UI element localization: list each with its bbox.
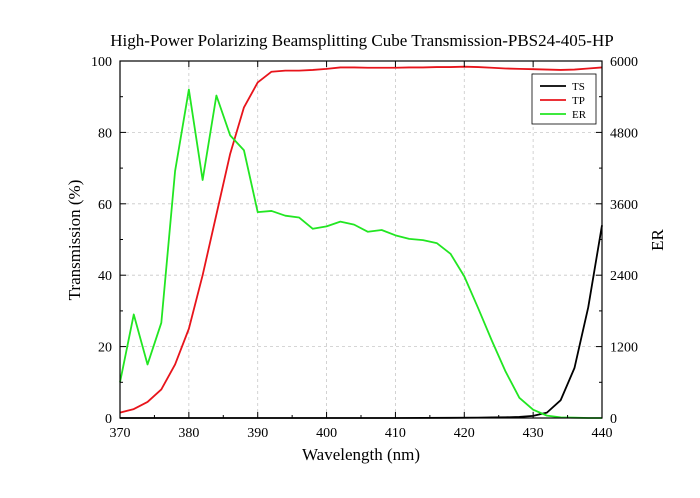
- y-tick-label: 40: [98, 269, 112, 284]
- x-tick-label: 400: [316, 426, 337, 441]
- y-tick-label: 100: [91, 55, 112, 70]
- y-axis-left: 0 20 40 60 80 100: [91, 55, 126, 427]
- legend: TS TP ER: [531, 73, 597, 125]
- x-axis-title: Wavelength (nm): [302, 445, 420, 464]
- x-tick-label: 430: [523, 426, 544, 441]
- y2-tick-label: 6000: [610, 55, 638, 70]
- x-tick-label: 440: [592, 426, 613, 441]
- chart-title: High-Power Polarizing Beamsplitting Cube…: [110, 31, 613, 50]
- legend-label-tp: TP: [572, 95, 585, 107]
- x-axis: 370 380 390 400 410 420 430 440: [110, 61, 613, 441]
- y2-axis-title: ER: [648, 228, 667, 250]
- y-tick-label: 60: [98, 198, 112, 213]
- x-tick-label: 380: [178, 426, 199, 441]
- legend-box: [531, 73, 597, 125]
- series-line-tp: [119, 65, 603, 414]
- y-tick-label: 20: [98, 341, 112, 356]
- legend-label-ts: TS: [572, 81, 585, 93]
- series-layer: [119, 65, 603, 419]
- y2-tick-label: 2400: [610, 269, 638, 284]
- x-tick-label: 390: [247, 426, 268, 441]
- series-line-ts: [120, 225, 603, 419]
- x-tick-label: 420: [454, 426, 475, 441]
- x-tick-label: 370: [110, 426, 131, 441]
- y2-tick-label: 1200: [610, 341, 638, 356]
- y2-tick-label: 0: [610, 412, 617, 427]
- grid: [120, 61, 602, 418]
- y-tick-label: 0: [105, 412, 112, 427]
- y-tick-label: 80: [98, 126, 112, 141]
- series-line-er: [119, 88, 602, 419]
- legend-label-er: ER: [572, 109, 587, 121]
- y-axis-title: Transmission (%): [65, 180, 84, 301]
- y2-tick-label: 4800: [610, 126, 638, 141]
- y-axis-right: 0 1200 2400 3600 4800 6000: [596, 55, 638, 427]
- x-tick-label: 410: [385, 426, 406, 441]
- y2-tick-label: 3600: [610, 198, 638, 213]
